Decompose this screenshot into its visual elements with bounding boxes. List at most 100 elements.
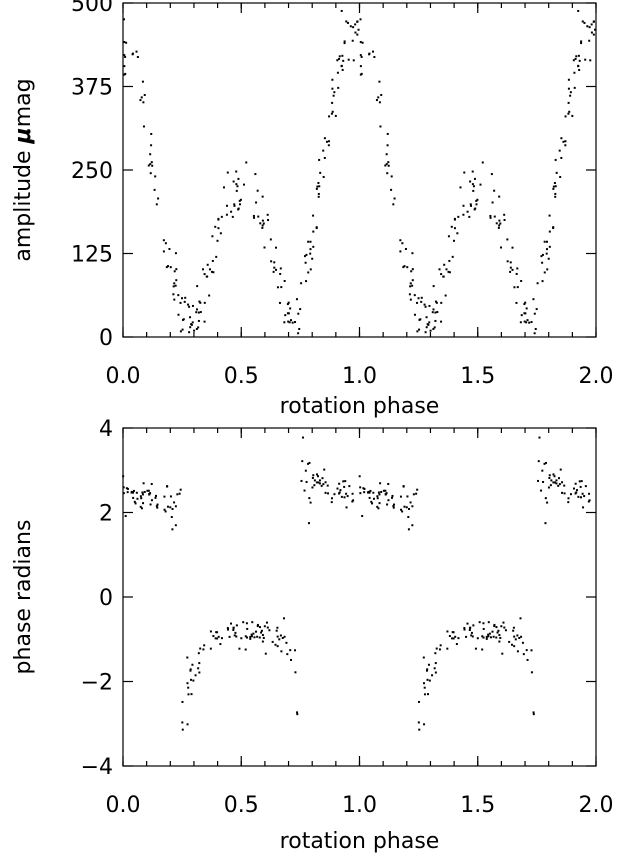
phase-point: [359, 486, 362, 489]
phase-point: [434, 671, 437, 674]
amplitude-point: [279, 272, 282, 275]
phase-point: [315, 481, 318, 484]
amplitude-point: [153, 188, 156, 191]
phase-point: [516, 634, 519, 637]
amplitude-point: [276, 286, 279, 289]
phase-point: [552, 481, 555, 484]
amplitude-point: [567, 78, 570, 81]
phase-ticks: 0.0 0.5 1.0 1.5 2.0 −4 −2 0 2 4: [81, 417, 614, 818]
amplitude-point: [278, 301, 281, 304]
phase-point: [548, 476, 551, 479]
phase-point: [537, 460, 540, 463]
phase-point: [258, 636, 261, 639]
amplitude-point: [489, 214, 492, 217]
phase-point: [316, 475, 319, 478]
phase-point: [136, 497, 139, 500]
amplitude-point: [219, 232, 222, 235]
phase-point: [386, 503, 389, 506]
amplitude-point: [179, 330, 182, 333]
amplitude-point: [177, 294, 180, 297]
amplitude-point: [190, 323, 193, 326]
amplitude-point: [552, 227, 555, 230]
phase-point: [521, 641, 524, 644]
amplitude-point: [359, 18, 362, 21]
amplitude-y-tick-label: 375: [71, 76, 113, 101]
amplitude-point: [205, 275, 208, 278]
phase-point: [516, 650, 519, 653]
amplitude-point: [269, 238, 272, 241]
phase-point: [372, 497, 375, 500]
phase-point: [423, 723, 426, 726]
amplitude-point: [331, 87, 334, 90]
phase-point: [290, 658, 293, 661]
amplitude-point: [299, 308, 302, 311]
amplitude-point: [211, 270, 214, 273]
phase-point: [174, 505, 177, 508]
amplitude-point: [303, 255, 306, 258]
phase-point: [179, 488, 182, 491]
amplitude-point: [280, 286, 283, 289]
phase-point: [345, 506, 348, 509]
amplitude-point: [451, 255, 454, 258]
amplitude-point: [373, 56, 376, 59]
amplitude-point: [473, 177, 476, 180]
amplitude-point: [327, 144, 330, 147]
phase-point: [318, 482, 321, 485]
phase-point: [428, 679, 431, 682]
phase-point: [232, 628, 235, 631]
phase-point: [519, 617, 522, 620]
phase-point: [142, 502, 145, 505]
amplitude-point: [408, 293, 411, 296]
phase-point: [376, 505, 379, 508]
phase-point: [345, 492, 348, 495]
phase-point: [150, 482, 153, 485]
amplitude-point: [206, 263, 209, 266]
amplitude-point: [286, 312, 289, 315]
phase-point: [294, 671, 297, 674]
phase-point: [198, 662, 201, 665]
amplitude-point: [257, 215, 260, 218]
amplitude-point: [520, 279, 523, 282]
amplitude-point: [328, 115, 331, 118]
amplitude-point: [220, 215, 223, 218]
phase-point: [245, 636, 248, 639]
phase-point: [173, 501, 176, 504]
amplitude-point: [199, 311, 202, 314]
phase-point: [276, 645, 279, 648]
amplitude-point: [195, 308, 198, 311]
phase-point: [470, 634, 473, 637]
phase-point: [493, 625, 496, 628]
amplitude-point: [309, 252, 312, 255]
phase-point: [260, 629, 263, 632]
amplitude-point: [433, 326, 436, 329]
amplitude-point: [273, 266, 276, 269]
phase-point: [512, 626, 515, 629]
phase-point: [495, 636, 498, 639]
amplitude-point: [283, 279, 286, 282]
amplitude-point: [226, 171, 229, 174]
phase-point: [155, 505, 158, 508]
amplitude-point: [267, 219, 270, 222]
phase-point: [579, 485, 582, 488]
phase-point: [474, 647, 477, 650]
phase-point: [276, 626, 279, 629]
phase-point: [232, 626, 235, 629]
amplitude-point: [423, 303, 426, 306]
amplitude-point: [261, 219, 264, 222]
amplitude-point: [225, 213, 228, 216]
phase-point: [139, 495, 142, 498]
phase-point: [384, 493, 387, 496]
amplitude-point: [317, 192, 320, 195]
amplitude-point: [432, 327, 435, 330]
phase-point: [504, 629, 507, 632]
amplitude-point: [594, 28, 597, 31]
phase-point: [322, 483, 325, 486]
amplitude-point: [495, 222, 498, 225]
phase-point: [174, 524, 177, 527]
phase-point: [435, 647, 438, 650]
phase-point: [164, 510, 167, 513]
phase-point: [384, 489, 387, 492]
phase-point: [134, 502, 137, 505]
amplitude-point: [393, 197, 396, 200]
amplitude-point: [312, 245, 315, 248]
